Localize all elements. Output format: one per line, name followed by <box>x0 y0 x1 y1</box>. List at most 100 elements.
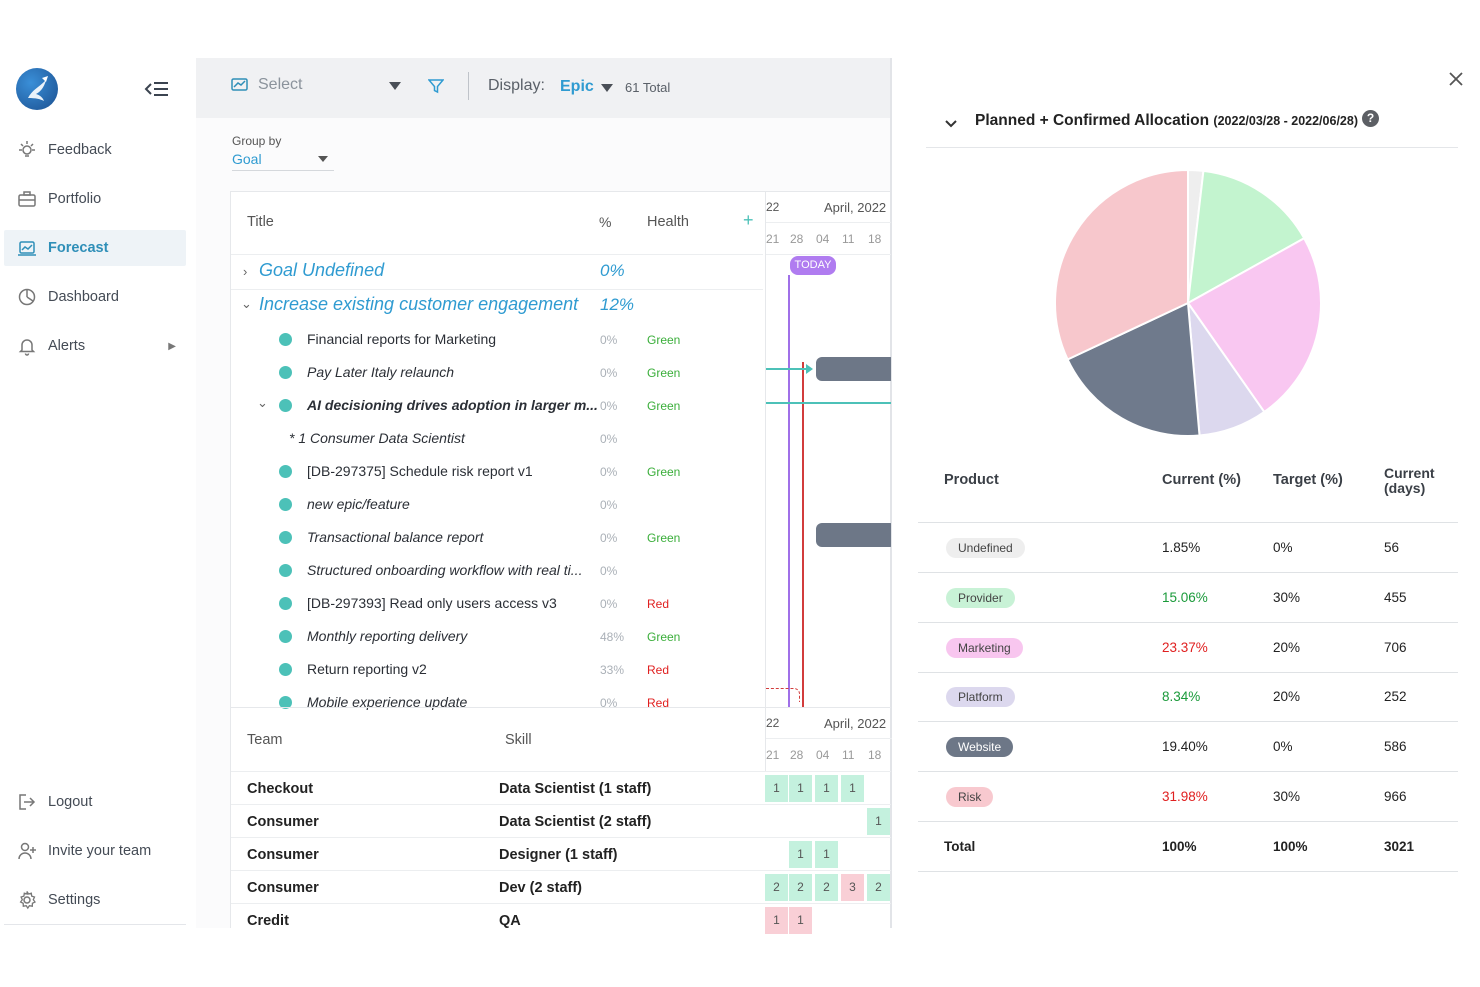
capacity-row[interactable]: Consumer Data Scientist (2 staff) 1 <box>231 804 891 837</box>
column-header-title[interactable]: Title <box>247 214 274 230</box>
capacity-cell[interactable]: 3 <box>841 874 864 901</box>
epic-row[interactable]: new epic/feature 0% <box>231 488 763 521</box>
column-header-target-pct[interactable]: Target (%) <box>1273 472 1343 488</box>
epic-row[interactable]: Transactional balance report 0% Green <box>231 521 763 554</box>
current-pct: 23.37% <box>1162 639 1208 655</box>
display-value[interactable]: Epic <box>560 78 594 95</box>
add-column-button[interactable]: + <box>743 210 754 230</box>
pie-slice-risk[interactable] <box>1054 168 1189 361</box>
epic-row[interactable]: [DB-297375] Schedule risk report v1 0% Gre… <box>231 455 763 488</box>
capacity-cell[interactable]: 2 <box>815 874 838 901</box>
gantt-bar[interactable] <box>816 357 891 381</box>
column-header-skill[interactable]: Skill <box>505 732 532 748</box>
product-pill[interactable]: Website <box>946 737 1014 758</box>
capacity-row[interactable]: Consumer Dev (2 staff) 2 2 2 3 2 <box>231 870 891 903</box>
epic-row[interactable]: Financial reports for Marketing 0% Green <box>231 323 763 356</box>
capacity-cell[interactable]: 1 <box>789 841 812 868</box>
epic-row[interactable]: ⌄ AI decisioning drives adoption in large… <box>231 389 763 422</box>
target-pct: 30% <box>1273 589 1301 605</box>
display-dropdown-icon[interactable] <box>601 84 613 92</box>
sidebar-item-portfolio[interactable]: Portfolio <box>4 181 186 217</box>
column-header-health[interactable]: Health <box>647 214 689 230</box>
sidebar-item-feedback[interactable]: Feedback <box>4 132 186 168</box>
epic-row[interactable]: Pay Later Italy relaunch 0% Green <box>231 356 763 389</box>
capacity-cell[interactable]: 2 <box>867 874 890 901</box>
capacity-cell[interactable]: 1 <box>765 775 788 802</box>
sidebar-item-alerts[interactable]: Alerts ▶ <box>4 328 186 364</box>
epic-title[interactable]: new epic/feature <box>307 496 410 512</box>
capacity-cell[interactable]: 1 <box>815 775 838 802</box>
capacity-cell[interactable]: 2 <box>765 874 788 901</box>
epic-title[interactable]: Transactional balance report <box>307 529 484 545</box>
capacity-cell[interactable]: 1 <box>765 907 788 934</box>
epic-row[interactable]: Mobile experience update 0% Red <box>231 686 763 719</box>
column-header-pct[interactable]: % <box>599 214 612 230</box>
capacity-cell[interactable]: 1 <box>815 841 838 868</box>
timeline-month: April, 2022 <box>824 200 887 215</box>
epic-title[interactable]: Return reporting v2 <box>307 661 427 677</box>
epic-row[interactable]: Return reporting v2 33% Red <box>231 653 763 686</box>
epic-title[interactable]: AI decisioning drives adoption in larger… <box>307 397 598 413</box>
capacity-row[interactable]: Consumer Designer (1 staff) 1 1 <box>231 837 891 870</box>
select-dropdown-icon[interactable] <box>389 82 401 90</box>
chevron-down-icon[interactable] <box>944 116 958 128</box>
chevron-right-icon[interactable]: › <box>243 264 248 279</box>
pie-slice-marketing[interactable] <box>1186 236 1322 414</box>
product-pill[interactable]: Risk <box>946 787 994 807</box>
column-header-team[interactable]: Team <box>247 732 283 748</box>
app-logo[interactable] <box>16 68 58 110</box>
logout-icon <box>16 791 38 813</box>
epic-row[interactable]: Structured onboarding workflow with real… <box>231 554 763 587</box>
capacity-row[interactable]: Credit QA 1 1 <box>231 903 891 936</box>
epic-title[interactable]: [DB-297375] Schedule risk report v1 <box>307 463 533 479</box>
product-pill[interactable]: Provider <box>946 587 1015 608</box>
epic-row[interactable]: [DB-297393] Read only users access v3 0% R… <box>231 587 763 620</box>
goal-row[interactable]: ⌄ Increase existing customer engagement … <box>231 290 763 323</box>
capacity-row[interactable]: Checkout Data Scientist (1 staff) 1 1 1 1 <box>231 771 891 804</box>
header-line: (days) <box>1384 480 1426 496</box>
sidebar-item-dashboard[interactable]: Dashboard <box>4 279 186 315</box>
capacity-cell[interactable]: 1 <box>789 907 812 934</box>
chevron-down-icon[interactable]: ⌄ <box>257 395 268 410</box>
chevron-down-icon[interactable]: ⌄ <box>241 296 252 311</box>
capacity-cell[interactable]: 1 <box>841 775 864 802</box>
logout-button[interactable]: Logout <box>4 784 186 820</box>
column-header-current-days[interactable]: Current (days) <box>1384 466 1435 496</box>
filter-icon[interactable] <box>427 78 445 94</box>
team-name: Consumer <box>247 847 319 863</box>
settings-button[interactable]: Settings <box>4 882 186 918</box>
gantt-bar[interactable] <box>816 523 891 547</box>
collapse-sidebar-icon[interactable] <box>144 80 170 98</box>
epic-title[interactable]: [DB-297393] Read only users access v3 <box>307 595 557 611</box>
pie-slice-provider[interactable] <box>1186 169 1306 305</box>
group-by-select[interactable]: Goal <box>232 151 334 171</box>
epic-title[interactable]: * 1 Consumer Data Scientist <box>289 430 465 446</box>
epic-title[interactable]: Pay Later Italy relaunch <box>307 364 455 380</box>
capacity-cell[interactable]: 1 <box>789 775 812 802</box>
product-pill[interactable]: Platform <box>946 687 1015 708</box>
goal-row[interactable]: › Goal Undefined 0% <box>231 256 763 289</box>
total-current: 100% <box>1162 839 1197 854</box>
product-pill[interactable]: Undefined <box>946 538 1025 558</box>
invite-team-button[interactable]: Invite your team <box>4 833 186 869</box>
pie-slice-website[interactable] <box>1066 301 1201 437</box>
epic-health: Green <box>647 399 681 413</box>
epic-title[interactable]: Mobile experience update <box>307 694 468 710</box>
product-pill[interactable]: Marketing <box>946 637 1023 658</box>
epic-row[interactable]: Monthly reporting delivery 48% Green <box>231 620 763 653</box>
column-header-product[interactable]: Product <box>944 472 999 488</box>
capacity-cell[interactable]: 2 <box>789 874 812 901</box>
today-line <box>788 275 790 707</box>
epic-row[interactable]: * 1 Consumer Data Scientist 0% <box>231 422 763 455</box>
epic-title[interactable]: Structured onboarding workflow with real… <box>307 562 583 578</box>
help-icon[interactable]: ? <box>1362 110 1379 127</box>
epic-status-dot <box>279 333 292 346</box>
capacity-cell[interactable]: 1 <box>867 808 890 835</box>
column-header-current-pct[interactable]: Current (%) <box>1162 472 1241 488</box>
sidebar-item-forecast[interactable]: Forecast <box>4 230 186 266</box>
epic-status-dot <box>279 696 292 709</box>
close-icon[interactable] <box>1447 70 1465 88</box>
epic-select[interactable]: Select <box>230 76 302 94</box>
epic-title[interactable]: Monthly reporting delivery <box>307 628 468 644</box>
epic-title[interactable]: Financial reports for Marketing <box>307 331 497 347</box>
